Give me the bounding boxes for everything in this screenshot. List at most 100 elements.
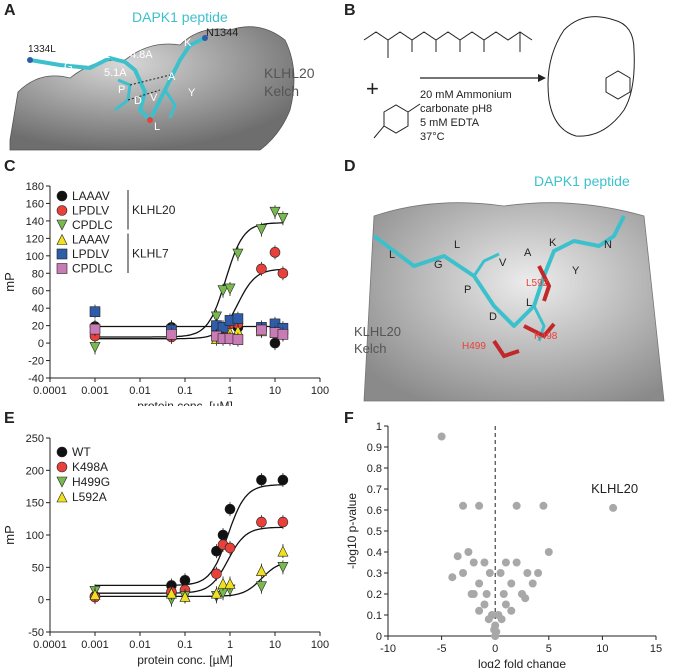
x-tick-label: 0.0001: [33, 639, 67, 651]
x-tick-label: 15: [650, 643, 662, 655]
data-point: [256, 516, 267, 528]
x-tick-label: 0.1: [177, 639, 192, 651]
legend-label: WT: [72, 445, 91, 459]
y-tick-label: 0: [376, 631, 382, 643]
residue-label: A: [168, 71, 176, 83]
panel-letter-d: D: [344, 158, 356, 175]
y-tick-label: 80: [32, 268, 44, 280]
data-point: [609, 503, 618, 512]
legend-label: LAAAV: [72, 233, 110, 247]
data-point: [89, 306, 101, 317]
residue-label: K: [549, 237, 557, 249]
legend-label: L592A: [72, 490, 107, 504]
x-tick-label: -10: [380, 643, 396, 655]
x-tick-label: 0.0001: [33, 385, 67, 397]
y-axis-label: -log10 p-value: [345, 493, 359, 569]
data-point: [480, 558, 489, 567]
data-point: [277, 562, 289, 574]
data-point: [217, 577, 229, 589]
cyclic-peptide-structure: [547, 16, 635, 137]
legend-label: K498A: [72, 460, 108, 474]
legend-marker: [56, 263, 68, 274]
y-tick-label: 0.8: [367, 463, 382, 475]
data-point: [210, 587, 222, 599]
legend-group-label: KLHL7: [132, 246, 169, 260]
y-tick-label: 0.1: [367, 610, 382, 622]
legend-marker: [56, 491, 68, 503]
fit-curve: [95, 484, 283, 587]
peptide-backbone: [29, 36, 206, 122]
y-tick-label: 0.6: [367, 505, 382, 517]
data-point: [255, 564, 267, 576]
y-tick-label: 20: [32, 321, 44, 333]
data-point: [544, 548, 553, 556]
panel-a-structure: DAPK1 peptide 1334L N1344 G L K A P D V …: [9, 9, 315, 151]
x-tick-label: 10: [269, 385, 281, 397]
data-point: [484, 615, 493, 624]
x-tick-label: 0.1: [177, 385, 192, 397]
data-point: [490, 625, 499, 634]
kelch-residue-sticks: [492, 339, 520, 359]
data-point: [224, 503, 236, 515]
data-point: [501, 558, 510, 567]
residue-label: K: [184, 37, 192, 49]
data-point: [277, 545, 289, 557]
data-point: [467, 590, 476, 598]
kelch-surface: [9, 26, 295, 151]
fit-curve: [95, 222, 283, 338]
product-xylene-ring: [605, 70, 631, 100]
data-point: [179, 590, 191, 602]
y-tick-label: -40: [28, 373, 44, 385]
protein-label: KLHL20: [354, 324, 401, 339]
protein-label: KLHL20: [264, 65, 315, 81]
data-point: [453, 552, 462, 561]
residue-label: D: [134, 95, 142, 107]
nitrogen-atom: [202, 35, 208, 41]
x-tick-label: 100: [311, 385, 329, 397]
data-point: [256, 263, 267, 275]
x-tick-label: 0.01: [129, 385, 150, 397]
legend-label: LAAAV: [72, 189, 110, 203]
panel-b-scheme: + 20 mM Ammonium carbonate pH8 5 mM EDTA…: [363, 16, 635, 143]
data-point: [437, 432, 446, 441]
nitrogen-atom: [27, 57, 33, 63]
residue-label: P: [118, 84, 125, 96]
residue-label: P: [464, 284, 471, 296]
protein-label: Kelch: [264, 83, 299, 99]
y-tick-label: 180: [26, 181, 44, 193]
data-point: [534, 569, 543, 577]
data-point: [485, 569, 494, 577]
data-point: [512, 558, 521, 567]
data-point: [499, 590, 508, 598]
data-point: [501, 600, 510, 609]
data-point: [277, 212, 289, 224]
data-point: [277, 267, 289, 279]
residue-label: L: [389, 249, 395, 261]
panel-letter-b: B: [344, 2, 356, 19]
y-tick-label: 100: [26, 530, 44, 542]
y-tick-label: 250: [26, 433, 44, 445]
data-point: [89, 342, 101, 354]
y-axis-label: mP: [2, 272, 17, 292]
condition-line: 20 mM Ammonium: [420, 89, 512, 101]
x-tick-label: 10: [269, 639, 281, 651]
data-point: [475, 501, 484, 510]
chart-f: 0 0.1 0.2 0.3 0.4 0.5 0.6 0.7 0.8 0.9 1 -10 -5 0 5 10 15…: [345, 421, 662, 668]
residue-label: G: [64, 61, 73, 73]
data-point: [224, 542, 236, 554]
data-point: [475, 579, 484, 588]
distance-label: 4.8A: [130, 49, 153, 61]
data-point: [255, 224, 267, 236]
data-point: [469, 558, 478, 567]
legend-marker: [56, 461, 68, 473]
data-point: [89, 588, 101, 600]
residue-label: N: [604, 239, 612, 251]
legend-marker: [56, 190, 68, 202]
y-tick-label: 120: [26, 233, 44, 245]
x-axis-label: protein conc. [µM]: [137, 399, 233, 406]
x-tick-label: 1: [227, 385, 233, 397]
data-point: [211, 568, 222, 580]
panel-letter-f: F: [344, 410, 354, 427]
panel-d-structure: DAPK1 peptide KLHL20 Kelch L G L P D V A…: [354, 173, 665, 402]
oxygen-atom: [147, 117, 153, 123]
